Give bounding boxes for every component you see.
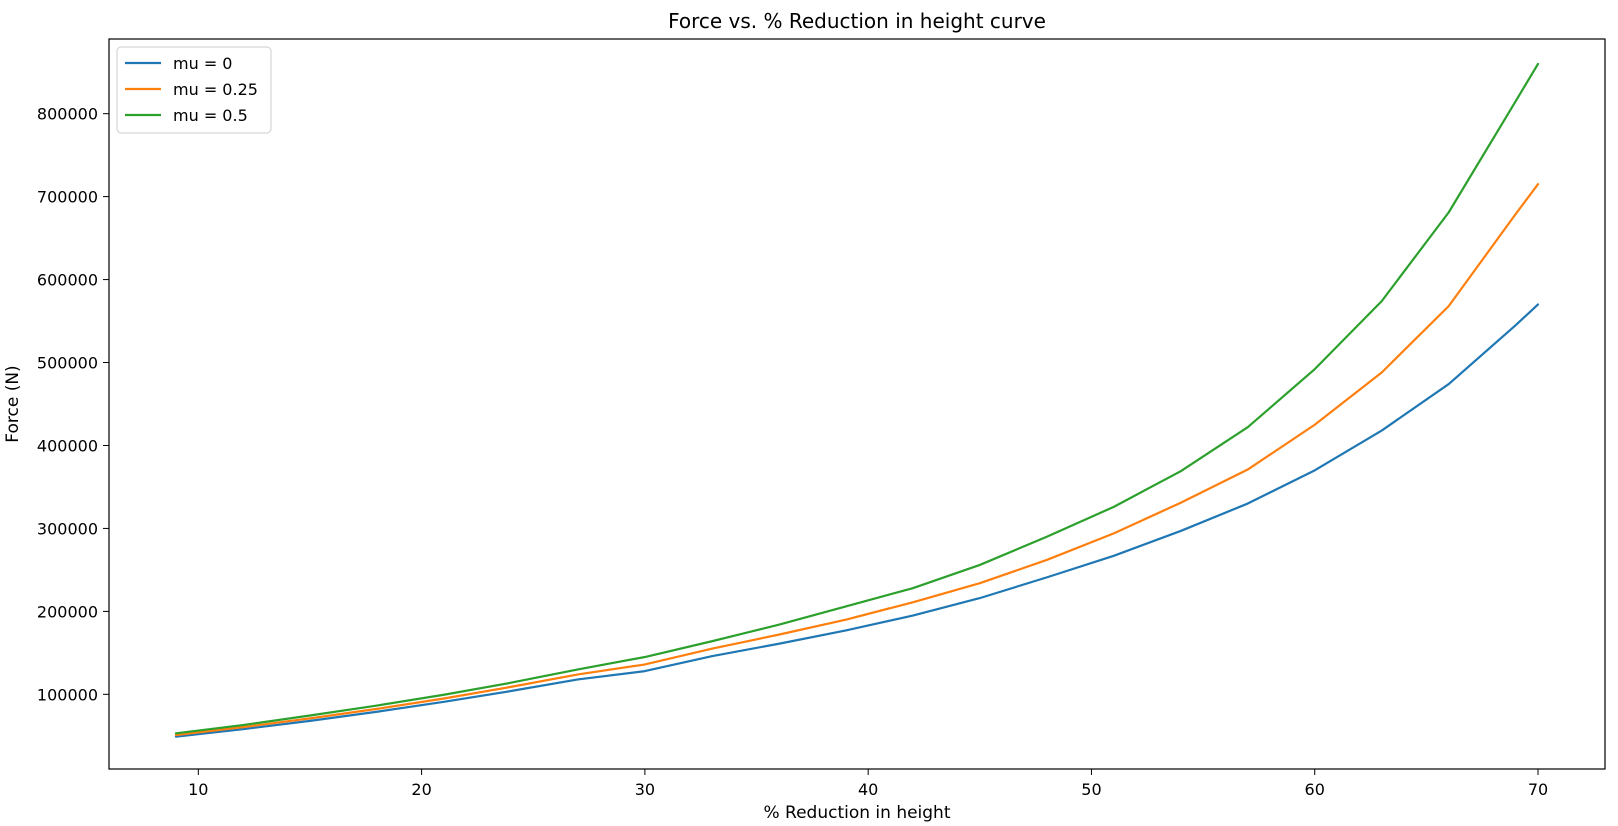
y-tick-label: 400000 [37, 436, 98, 455]
y-tick-label: 300000 [37, 519, 98, 538]
x-tick-label: 10 [188, 780, 208, 799]
series-line-0 [174, 303, 1540, 738]
x-tick-label: 60 [1305, 780, 1325, 799]
y-tick-label: 700000 [37, 188, 98, 207]
x-tick-label: 30 [635, 780, 655, 799]
y-axis: 100000 200000 300000 400000 500000 600000 7000… [37, 105, 109, 704]
series-layer [174, 62, 1540, 738]
legend-box [116, 46, 272, 134]
legend: mu = 0 mu = 0.25 mu = 0.5 [116, 46, 272, 134]
legend-label: mu = 0.25 [173, 80, 258, 99]
plot-frame [108, 38, 1606, 770]
y-tick-label: 200000 [37, 602, 98, 621]
legend-label: mu = 0.5 [173, 106, 248, 125]
series-line-1 [174, 183, 1540, 737]
x-axis-label: % Reduction in height [763, 803, 950, 823]
x-tick-label: 40 [858, 780, 878, 799]
x-tick-label: 70 [1528, 780, 1548, 799]
y-axis-label: Force (N) [3, 365, 23, 442]
y-tick-label: 800000 [37, 105, 98, 124]
y-tick-label: 500000 [37, 354, 98, 373]
series-line-2 [174, 62, 1540, 735]
legend-label: mu = 0 [173, 54, 232, 73]
y-tick-label: 600000 [37, 271, 98, 290]
chart-title: Force vs. % Reduction in height curve [668, 9, 1046, 33]
x-tick-label: 20 [411, 780, 431, 799]
y-tick-label: 100000 [37, 685, 98, 704]
x-tick-label: 50 [1081, 780, 1101, 799]
x-axis: 10 20 30 40 50 60 70 [188, 769, 1548, 799]
